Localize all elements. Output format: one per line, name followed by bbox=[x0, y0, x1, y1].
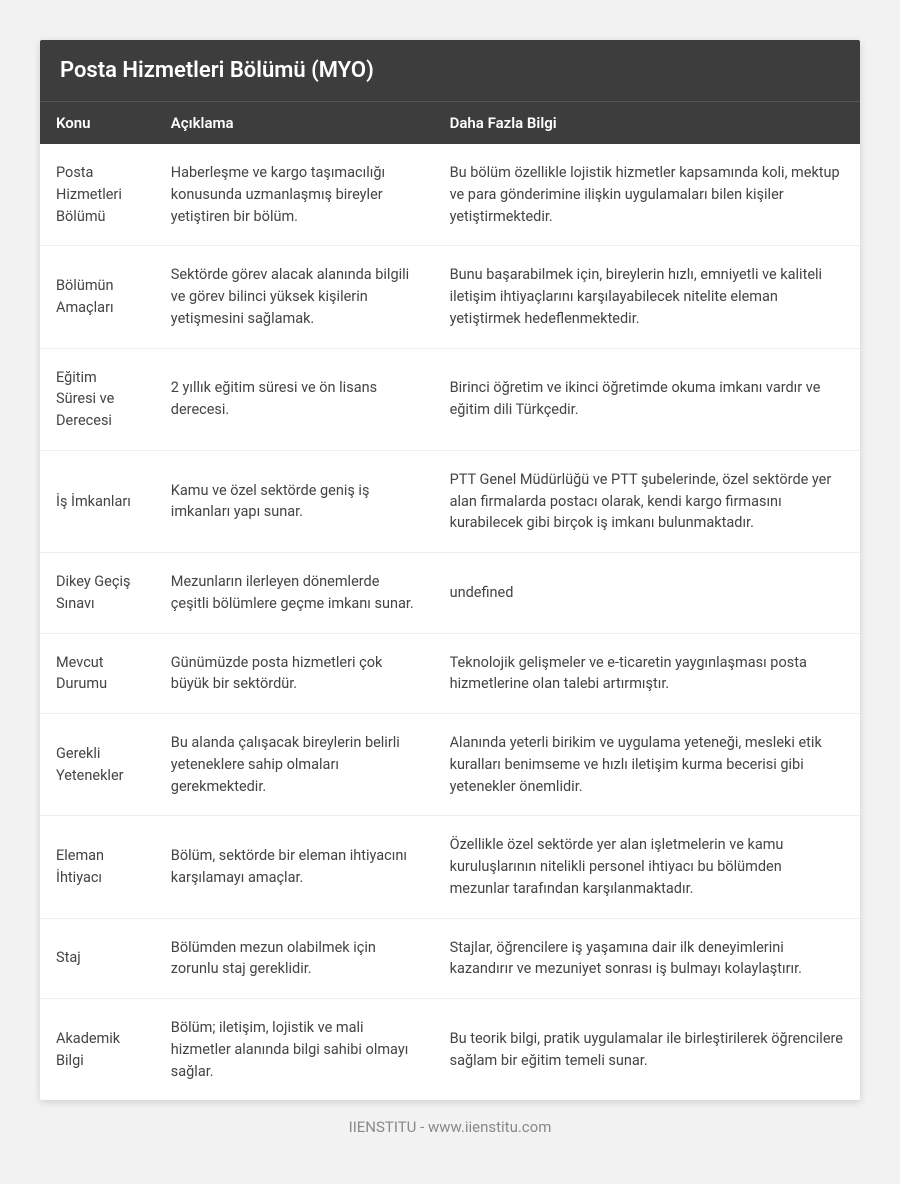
cell-desc: Bölüm; iletişim, lojistik ve mali hizmet… bbox=[155, 999, 434, 1101]
info-card: Posta Hizmetleri Bölümü (MYO) Konu Açıkl… bbox=[40, 40, 860, 1100]
col-header-desc: Açıklama bbox=[155, 102, 434, 145]
table-row: Gerekli Yetenekler Bu alanda çalışacak b… bbox=[40, 714, 860, 816]
table-row: Posta Hizmetleri Bölümü Haberleşme ve ka… bbox=[40, 144, 860, 246]
cell-topic: Dikey Geçiş Sınavı bbox=[40, 553, 155, 634]
card-title: Posta Hizmetleri Bölümü (MYO) bbox=[40, 40, 860, 101]
col-header-more: Daha Fazla Bilgi bbox=[434, 102, 860, 145]
cell-more: Bu teorik bilgi, pratik uygulamalar ile … bbox=[434, 999, 860, 1101]
cell-desc: Bu alanda çalışacak bireylerin belirli y… bbox=[155, 714, 434, 816]
cell-more: Özellikle özel sektörde yer alan işletme… bbox=[434, 816, 860, 918]
table-header-row: Konu Açıklama Daha Fazla Bilgi bbox=[40, 102, 860, 145]
table-row: Bölümün Amaçları Sektörde görev alacak a… bbox=[40, 246, 860, 348]
table-row: Staj Bölümden mezun olabilmek için zorun… bbox=[40, 918, 860, 999]
cell-topic: Staj bbox=[40, 918, 155, 999]
table-row: İş İmkanları Kamu ve özel sektörde geniş… bbox=[40, 450, 860, 552]
cell-more: undefined bbox=[434, 553, 860, 634]
cell-desc: Bölümden mezun olabilmek için zorunlu st… bbox=[155, 918, 434, 999]
cell-topic: Akademik Bilgi bbox=[40, 999, 155, 1101]
footer-text: IIENSTITU - www.iienstitu.com bbox=[40, 1100, 860, 1144]
cell-desc: Mezunların ilerleyen dönemlerde çeşitli … bbox=[155, 553, 434, 634]
table-row: Mevcut Durumu Günümüzde posta hizmetleri… bbox=[40, 633, 860, 714]
table-row: Akademik Bilgi Bölüm; iletişim, lojistik… bbox=[40, 999, 860, 1101]
info-table: Konu Açıklama Daha Fazla Bilgi Posta Hiz… bbox=[40, 101, 860, 1100]
cell-more: Teknolojik gelişmeler ve e-ticaretin yay… bbox=[434, 633, 860, 714]
cell-topic: Bölümün Amaçları bbox=[40, 246, 155, 348]
cell-topic: Posta Hizmetleri Bölümü bbox=[40, 144, 155, 246]
cell-topic: Mevcut Durumu bbox=[40, 633, 155, 714]
cell-topic: Eğitim Süresi ve Derecesi bbox=[40, 348, 155, 450]
table-body: Posta Hizmetleri Bölümü Haberleşme ve ka… bbox=[40, 144, 860, 1100]
table-row: Dikey Geçiş Sınavı Mezunların ilerleyen … bbox=[40, 553, 860, 634]
table-row: Eğitim Süresi ve Derecesi 2 yıllık eğiti… bbox=[40, 348, 860, 450]
cell-more: PTT Genel Müdürlüğü ve PTT şubelerinde, … bbox=[434, 450, 860, 552]
cell-more: Birinci öğretim ve ikinci öğretimde okum… bbox=[434, 348, 860, 450]
cell-more: Bunu başarabilmek için, bireylerin hızlı… bbox=[434, 246, 860, 348]
cell-desc: Sektörde görev alacak alanında bilgili v… bbox=[155, 246, 434, 348]
cell-more: Alanında yeterli birikim ve uygulama yet… bbox=[434, 714, 860, 816]
cell-topic: Eleman İhtiyacı bbox=[40, 816, 155, 918]
cell-topic: Gerekli Yetenekler bbox=[40, 714, 155, 816]
table-row: Eleman İhtiyacı Bölüm, sektörde bir elem… bbox=[40, 816, 860, 918]
cell-more: Stajlar, öğrencilere iş yaşamına dair il… bbox=[434, 918, 860, 999]
cell-more: Bu bölüm özellikle lojistik hizmetler ka… bbox=[434, 144, 860, 246]
cell-desc: 2 yıllık eğitim süresi ve ön lisans dere… bbox=[155, 348, 434, 450]
cell-desc: Haberleşme ve kargo taşımacılığı konusun… bbox=[155, 144, 434, 246]
col-header-topic: Konu bbox=[40, 102, 155, 145]
cell-desc: Kamu ve özel sektörde geniş iş imkanları… bbox=[155, 450, 434, 552]
cell-topic: İş İmkanları bbox=[40, 450, 155, 552]
cell-desc: Günümüzde posta hizmetleri çok büyük bir… bbox=[155, 633, 434, 714]
cell-desc: Bölüm, sektörde bir eleman ihtiyacını ka… bbox=[155, 816, 434, 918]
